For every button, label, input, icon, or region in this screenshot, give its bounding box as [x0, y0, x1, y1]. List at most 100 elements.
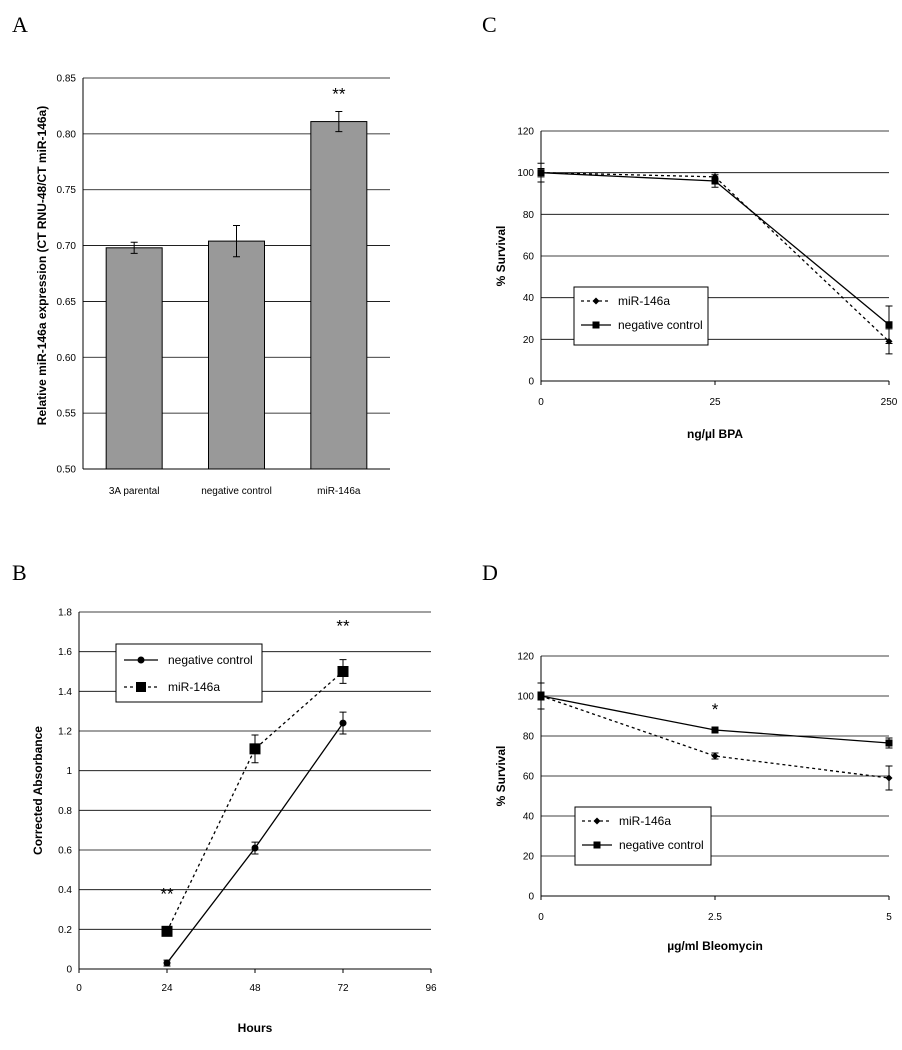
c-ytick-label: 40: [523, 293, 535, 304]
c-x-axis-title: ng/µl BPA: [687, 427, 743, 441]
data-point: [537, 169, 545, 177]
data-point: [537, 692, 545, 700]
b-x-axis-title: Hours: [238, 1021, 273, 1035]
d-ytick-label: 20: [523, 852, 535, 863]
data-point: [711, 177, 719, 185]
significance-marker: **: [332, 85, 346, 104]
panel-d-line-chart: 0 20 40 60 80 100 120 0 2.5 5 * miR-146a negative co…: [494, 652, 893, 953]
significance-marker: *: [712, 700, 719, 719]
data-point: [161, 925, 173, 937]
b-xtick-label: 48: [249, 983, 261, 994]
series-line-mir-146a: [166, 671, 344, 932]
panel-letter-d: D: [482, 560, 498, 585]
legend-marker: [592, 297, 600, 305]
a-ytick-label: 0.55: [57, 409, 77, 420]
data-point: [251, 844, 259, 852]
c-legend-box: [573, 286, 709, 346]
significance-marker: **: [336, 617, 350, 636]
b-ytick-label: 1: [66, 766, 72, 777]
data-point: [337, 666, 349, 677]
a-ytick-label: 0.75: [57, 185, 77, 196]
b-xtick-label: 0: [76, 983, 82, 994]
c-ytick-label: 80: [523, 210, 535, 221]
data-point: [885, 739, 893, 747]
panel-letter-c: C: [482, 12, 497, 37]
legend-marker: [592, 321, 600, 329]
c-ytick-label: 20: [523, 335, 535, 346]
b-ytick-label: 1.4: [58, 687, 72, 698]
error-bar: [233, 224, 240, 258]
legend-label: negative control: [619, 838, 704, 852]
c-ytick-label: 0: [528, 377, 534, 388]
b-legend-box: [115, 643, 263, 703]
d-ytick-label: 40: [523, 812, 535, 823]
b-ytick-label: 0.4: [58, 885, 72, 896]
d-xtick-label: 5: [886, 912, 892, 923]
a-xtick-label: negative control: [201, 486, 272, 497]
data-point: [711, 726, 719, 734]
d-xtick-label: 2.5: [708, 912, 722, 923]
c-xtick-label: 0: [538, 397, 544, 408]
c-xtick-label: 250: [881, 397, 898, 408]
legend-label: miR-146a: [618, 294, 670, 308]
legend-marker: [136, 682, 146, 692]
c-ytick-label: 120: [517, 127, 534, 138]
legend-label: negative control: [618, 318, 703, 332]
a-xtick-label: miR-146a: [317, 486, 361, 497]
a-ytick-label: 0.70: [57, 241, 77, 252]
data-point: [249, 743, 261, 755]
d-y-axis-title: % Survival: [494, 746, 508, 807]
b-ytick-label: 0.8: [58, 806, 72, 817]
b-xtick-label: 24: [161, 983, 173, 994]
a-xtick-label: 3A parental: [109, 486, 160, 497]
a-ytick-label: 0.80: [57, 129, 77, 140]
c-y-axis-title: % Survival: [494, 226, 508, 287]
a-ytick-label: 0.65: [57, 297, 77, 308]
a-ytick-label: 0.85: [57, 74, 77, 85]
panel-a-bar-chart: 0.50 0.55 0.60 0.65 0.70 0.75 0.80 0.85 3A paren…: [35, 74, 390, 497]
data-point: [885, 321, 893, 329]
d-legend-box: [574, 806, 712, 866]
bar: [310, 121, 368, 470]
d-ytick-label: 80: [523, 732, 535, 743]
d-ytick-label: 60: [523, 772, 535, 783]
b-ytick-label: 0.6: [58, 846, 72, 857]
data-point: [339, 719, 347, 727]
b-ytick-label: 1.2: [58, 727, 72, 738]
data-point: [885, 774, 893, 782]
error-bar: [335, 111, 343, 133]
d-ytick-label: 0: [528, 892, 534, 903]
data-point: [163, 959, 171, 967]
d-xtick-label: 0: [538, 912, 544, 923]
b-ytick-label: 0.2: [58, 925, 72, 936]
d-x-axis-title: µg/ml Bleomycin: [667, 939, 763, 953]
panel-letter-a: A: [12, 12, 28, 37]
a-ytick-label: 0.60: [57, 353, 77, 364]
panel-c-line-chart: 0 20 40 60 80 100 120 0 25 250 miR-146a negative co…: [494, 127, 898, 442]
error-bar: [130, 241, 138, 254]
series-line-mir-146a: [540, 695, 890, 779]
legend-label: miR-146a: [168, 680, 220, 694]
panel-b-line-chart: 00.20.40.60.811.21.41.61.8024487296*****…: [31, 608, 437, 1036]
significance-marker: **: [160, 884, 174, 903]
legend-label: negative control: [168, 653, 253, 667]
bar: [105, 247, 163, 470]
c-ytick-label: 100: [517, 168, 534, 179]
b-xtick-label: 96: [425, 983, 437, 994]
b-y-axis-title: Corrected Absorbance: [31, 726, 45, 855]
bar: [208, 240, 265, 470]
b-xtick-label: 72: [337, 983, 349, 994]
b-ytick-label: 1.6: [58, 647, 72, 658]
d-ytick-label: 100: [517, 692, 534, 703]
legend-marker: [593, 841, 601, 849]
d-ytick-label: 120: [517, 652, 534, 663]
legend-marker: [137, 656, 145, 664]
legend-marker: [593, 817, 601, 825]
a-y-axis-title: Relative miR-146a expression (CT RNU-48/…: [35, 106, 49, 425]
panel-letter-b: B: [12, 560, 27, 585]
data-point: [711, 752, 719, 760]
b-ytick-label: 1.8: [58, 608, 72, 619]
legend-label: miR-146a: [619, 814, 671, 828]
a-ytick-label: 0.50: [57, 465, 77, 476]
